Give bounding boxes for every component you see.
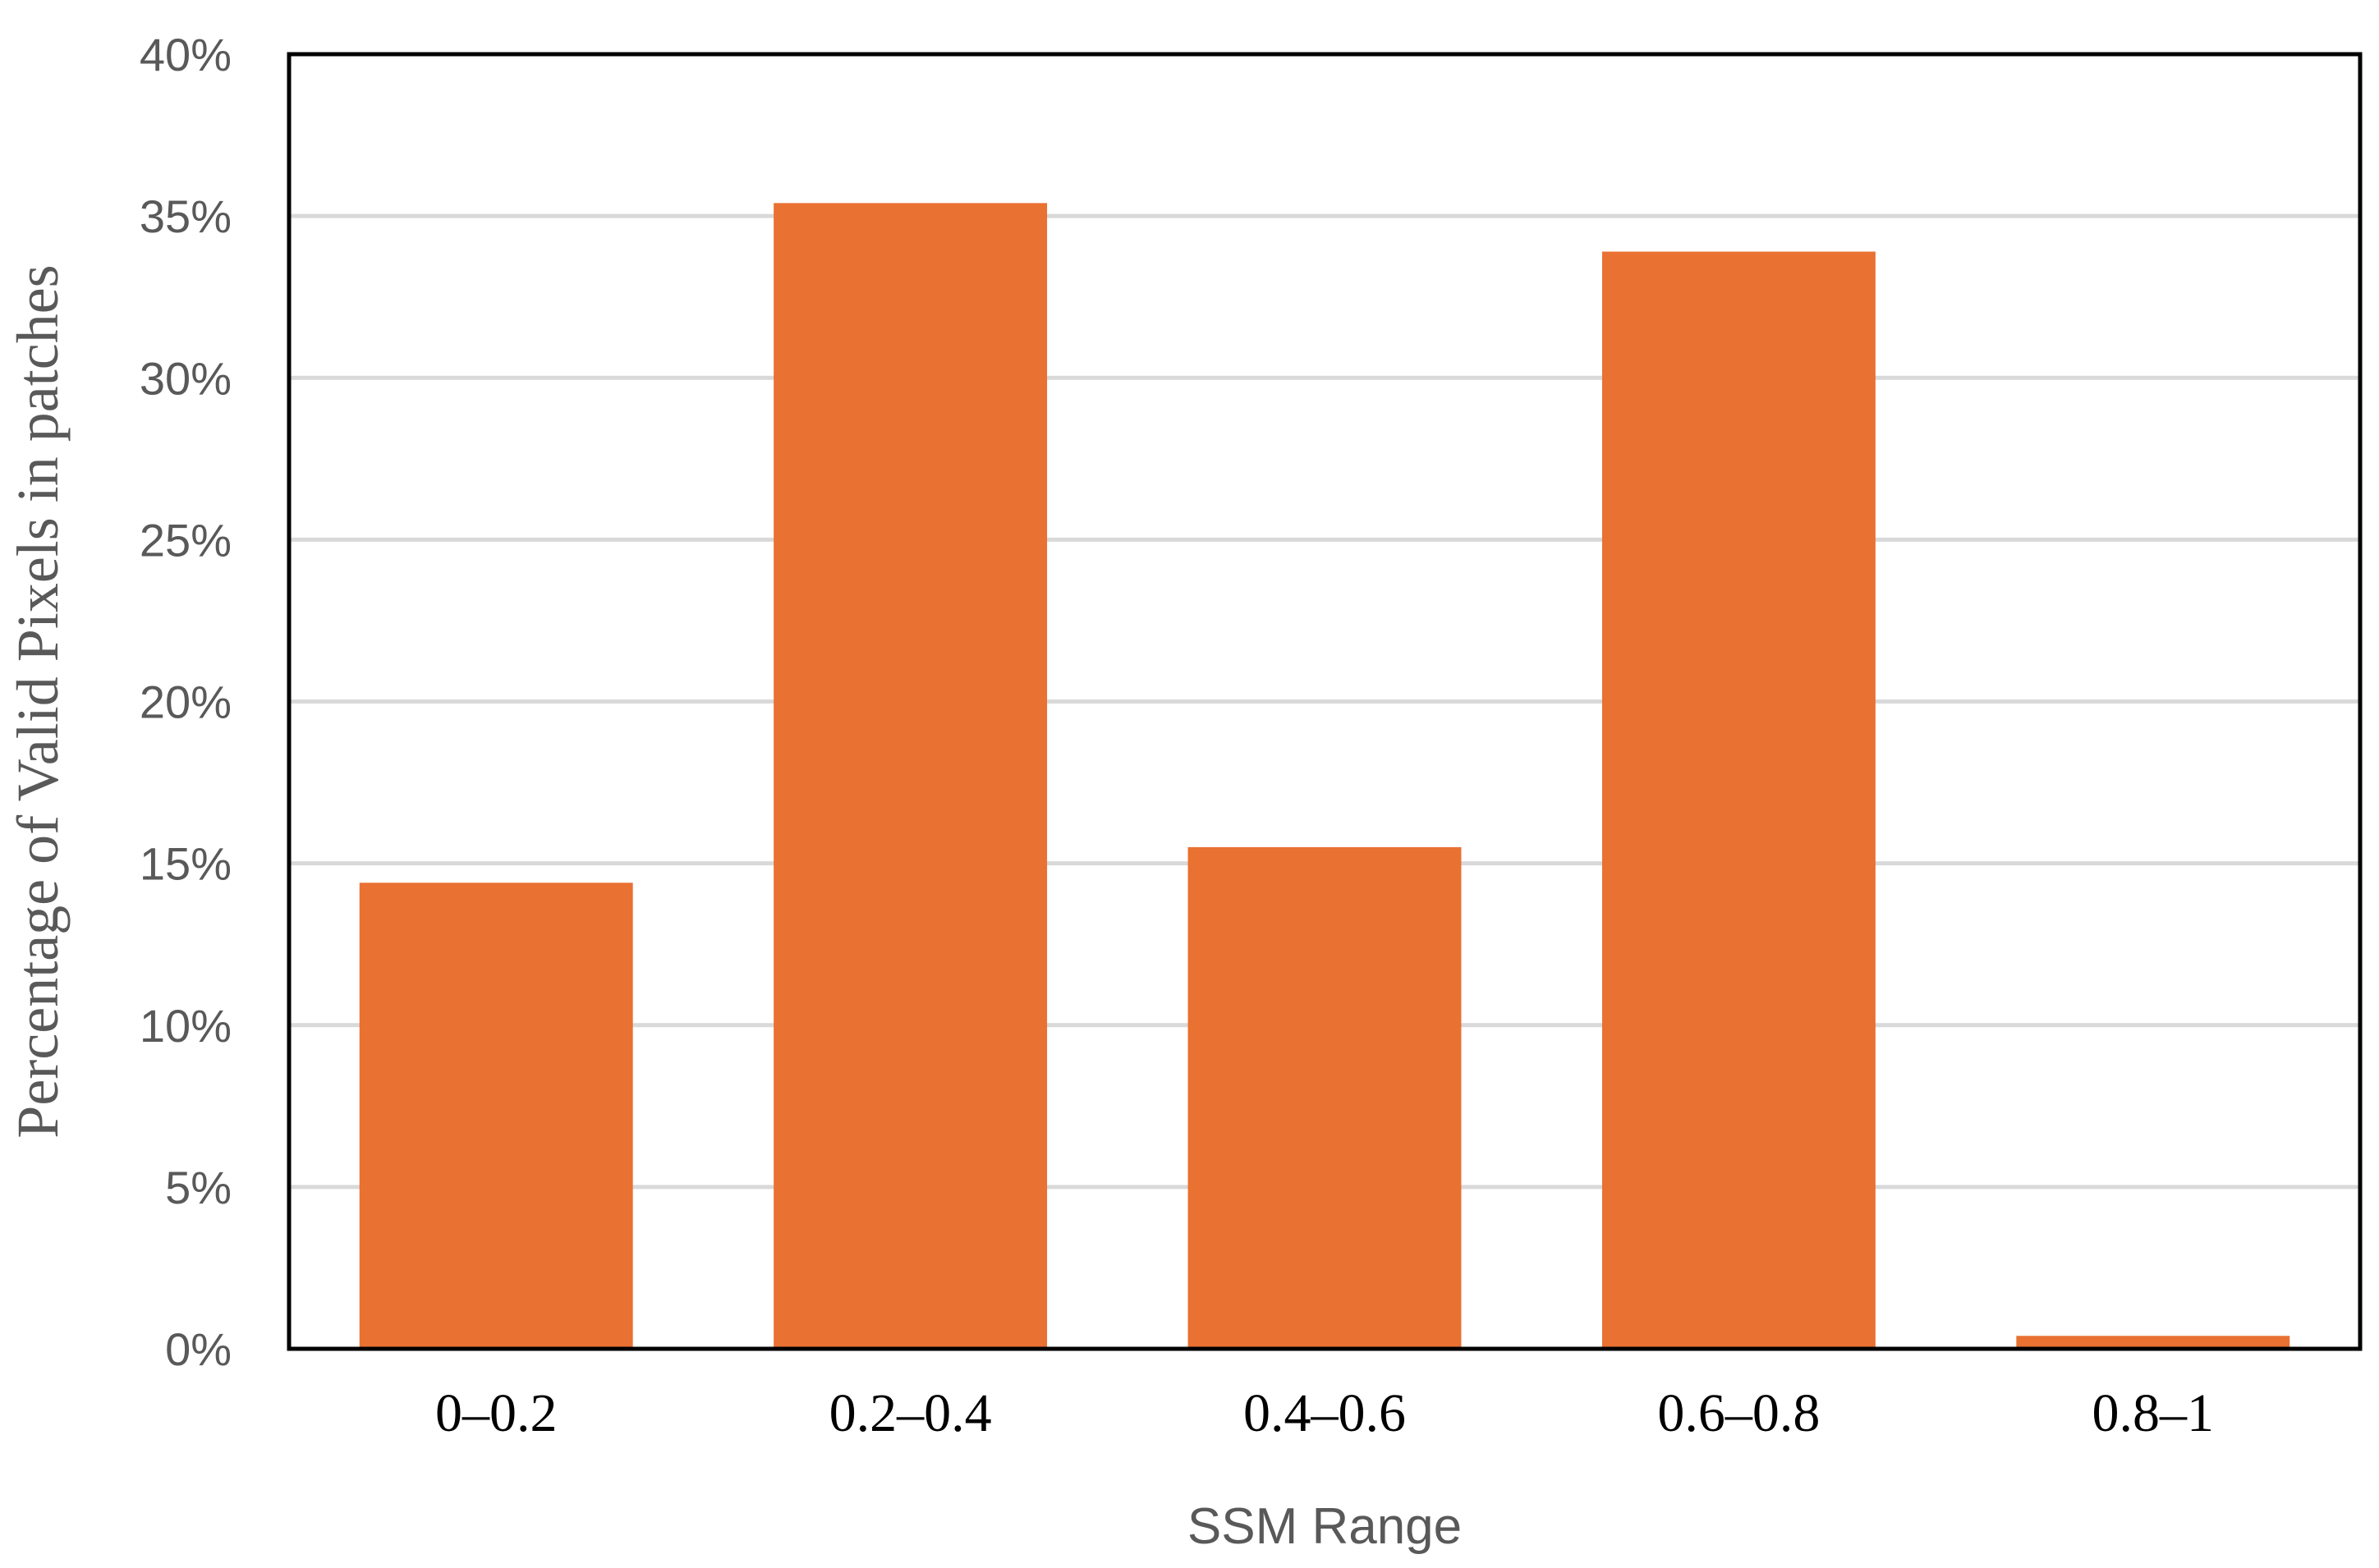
bars bbox=[359, 203, 2290, 1350]
y-tick-label: 0% bbox=[165, 1323, 232, 1375]
y-tick-label: 25% bbox=[140, 514, 232, 566]
bar bbox=[1187, 846, 1462, 1349]
y-tick-label: 40% bbox=[140, 29, 232, 80]
y-tick-label: 30% bbox=[140, 352, 232, 404]
bar bbox=[774, 203, 1048, 1350]
x-tick-label: 0.6–0.8 bbox=[1657, 1383, 1820, 1443]
y-tick-label: 35% bbox=[140, 190, 232, 242]
x-axis-label: SSM Range bbox=[1187, 1498, 1462, 1555]
x-tick-label: 0–0.2 bbox=[435, 1383, 558, 1443]
bar bbox=[1601, 251, 1876, 1350]
x-tick-label: 0.8–1 bbox=[2092, 1383, 2215, 1443]
x-tick-label: 0.4–0.6 bbox=[1243, 1383, 1406, 1443]
y-tick-label: 20% bbox=[140, 676, 232, 728]
plot-area-frame bbox=[287, 52, 2363, 1351]
y-tick-label: 10% bbox=[140, 1000, 232, 1052]
x-axis-ticks: 0–0.2 0.2–0.4 0.4–0.6 0.6–0.8 0.8–1 bbox=[435, 1383, 2214, 1443]
y-tick-label: 15% bbox=[140, 838, 232, 890]
bar bbox=[359, 883, 633, 1349]
y-tick-label: 5% bbox=[165, 1162, 232, 1213]
y-axis-ticks: 0% 5% 10% 15% 20% 25% 30% 35% 40% bbox=[140, 29, 232, 1375]
bar bbox=[2016, 1336, 2290, 1349]
x-tick-label: 0.2–0.4 bbox=[829, 1383, 992, 1443]
y-axis-label: Percentage of Valid Pixels in patches bbox=[5, 264, 71, 1138]
